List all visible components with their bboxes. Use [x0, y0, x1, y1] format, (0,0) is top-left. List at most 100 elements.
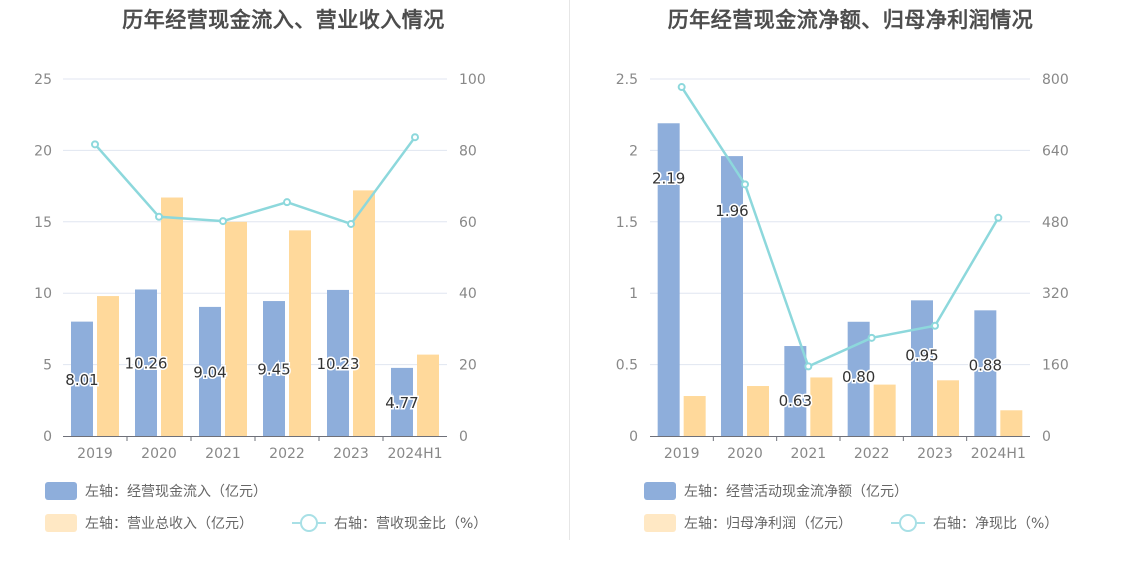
legend-item-bar2[interactable]: 左轴：归母净利润（亿元）	[644, 513, 852, 533]
left-axis-tick-label: 5	[43, 358, 52, 374]
x-axis-tick-label: 2024H1	[971, 446, 1026, 462]
bar-secondary-5	[417, 354, 439, 436]
left-axis-tick-label: 0	[629, 429, 638, 445]
line-point	[677, 83, 686, 92]
legend-swatch	[45, 482, 77, 500]
bar-data-label: 1.96	[715, 202, 748, 220]
line-point	[219, 217, 227, 226]
panel-divider	[569, 0, 570, 540]
left-axis-tick-label: 0	[43, 429, 52, 445]
right-axis-tick-label: 800	[1042, 72, 1069, 88]
right-axis-tick-label: 100	[459, 72, 486, 88]
x-axis-tick-label: 2021	[791, 446, 827, 462]
bar-secondary-2	[810, 377, 833, 436]
legend-item-line[interactable]: 右轴：营收现金比（%）	[292, 513, 487, 533]
bar-data-label: 9.45	[257, 361, 290, 379]
line-point	[91, 140, 99, 149]
right-axis-tick-label: 40	[459, 286, 477, 302]
bar-secondary-0	[683, 396, 706, 436]
legend-item-bar1[interactable]: 左轴：经营现金流入（亿元）	[45, 481, 267, 501]
line-point	[155, 212, 163, 221]
bar-2	[784, 346, 807, 436]
left-axis-tick-label: 2.5	[616, 72, 638, 88]
bar-secondary-5	[1000, 410, 1023, 436]
line-point	[931, 321, 939, 330]
legend-label: 左轴：经营活动现金流净额（亿元）	[684, 484, 908, 500]
right-axis-tick-label: 640	[1042, 143, 1069, 159]
series-line	[94, 136, 417, 226]
bar-data-label: 4.77	[385, 394, 418, 412]
left-axis-tick-label: 20	[34, 143, 52, 159]
left-axis-tick-label: 10	[34, 286, 52, 302]
line-point	[741, 180, 749, 189]
x-axis-tick-label: 2023	[333, 446, 369, 462]
chart-panel-left: 历年经营现金流入、营业收入情况 0 5 10 15 20 25 0 20 40 60 80 100 20…	[34, 8, 487, 533]
bar-5	[391, 367, 413, 436]
legend-item-bar2[interactable]: 左轴：营业总收入（亿元）	[45, 513, 253, 533]
legend-swatch	[644, 482, 676, 500]
x-axis-tick-label: 2020	[141, 446, 177, 462]
x-axis-tick-label: 2022	[269, 446, 305, 462]
left-axis-tick-label: 25	[34, 72, 52, 88]
x-axis-tick-label: 2022	[854, 446, 890, 462]
bar-data-label: 0.95	[905, 346, 938, 364]
bar-4	[911, 300, 933, 436]
bar-3	[847, 321, 870, 436]
chart-plot-left: 0 5 10 15 20 25 0 20 40 60 80 100 2019 2020 2021 2022 20…	[34, 72, 486, 462]
line-point	[994, 213, 1003, 222]
bar-data-label: 8.01	[65, 371, 98, 389]
x-axis-tick-label: 2021	[205, 446, 241, 462]
x-axis-tick-label: 2019	[77, 446, 113, 462]
bar-0	[657, 123, 680, 436]
left-axis-tick-label: 1.5	[616, 215, 638, 231]
legend-label: 右轴：营收现金比（%）	[334, 516, 488, 532]
line-point	[411, 133, 419, 142]
bar-5	[974, 310, 997, 436]
bar-secondary-4	[937, 380, 959, 436]
legend-swatch	[644, 514, 676, 532]
legend-label: 左轴：经营现金流入（亿元）	[85, 484, 267, 500]
legend-item-bar1[interactable]: 左轴：经营活动现金流净额（亿元）	[644, 481, 908, 501]
bar-secondary-0	[97, 296, 119, 436]
right-axis-tick-label: 480	[1042, 215, 1069, 231]
right-axis-tick-label: 160	[1042, 358, 1069, 374]
chart-plot-right: 0 0.5 1 1.5 2 2.5 0 160 320 480 640 800 2019 2020 2021…	[616, 72, 1069, 462]
bar-4	[327, 289, 349, 436]
series-line	[680, 86, 1000, 369]
bar-secondary-3	[873, 384, 896, 436]
legend-line-icon	[292, 514, 326, 532]
legend-label: 左轴：营业总收入（亿元）	[85, 516, 253, 532]
right-axis-tick-label: 60	[459, 215, 477, 231]
bar-3	[263, 301, 285, 436]
legend-label: 左轴：归母净利润（亿元）	[684, 516, 852, 532]
bar-secondary-1	[747, 386, 769, 436]
x-axis-tick-label: 2019	[664, 446, 700, 462]
line-point	[867, 333, 876, 342]
right-axis-tick-label: 20	[459, 358, 477, 374]
line-point	[804, 362, 813, 371]
right-axis-tick-label: 0	[459, 429, 468, 445]
x-axis-tick-label: 2023	[917, 446, 953, 462]
right-axis-tick-label: 320	[1042, 286, 1069, 302]
bar-secondary-3	[289, 230, 311, 436]
right-axis-tick-label: 0	[1042, 429, 1051, 445]
legend-swatch	[45, 514, 77, 532]
bar-0	[71, 321, 93, 436]
left-axis-tick-label: 15	[34, 215, 52, 231]
bar-data-label: 2.19	[652, 169, 685, 187]
chart-title: 历年经营现金流净额、归母净利润情况	[667, 8, 1034, 32]
legend-item-line[interactable]: 右轴：净现比（%）	[891, 513, 1058, 533]
x-axis-tick-label: 2024H1	[387, 446, 442, 462]
line-point	[347, 219, 355, 228]
chart-title: 历年经营现金流入、营业收入情况	[122, 8, 445, 32]
legend-line-icon	[891, 514, 925, 532]
right-axis-tick-label: 80	[459, 143, 477, 159]
line-point	[283, 198, 291, 207]
bar-data-label: 0.80	[842, 368, 875, 386]
legend-label: 右轴：净现比（%）	[933, 516, 1059, 532]
bar-secondary-1	[161, 197, 183, 436]
bar-data-label: 10.23	[317, 355, 360, 373]
left-axis-tick-label: 0.5	[616, 358, 638, 374]
chart-panel-right: 历年经营现金流净额、归母净利润情况 0 0.5 1 1.5 2 2.5 0 160 320 480…	[567, 0, 1134, 582]
left-axis-tick-label: 1	[629, 286, 638, 302]
